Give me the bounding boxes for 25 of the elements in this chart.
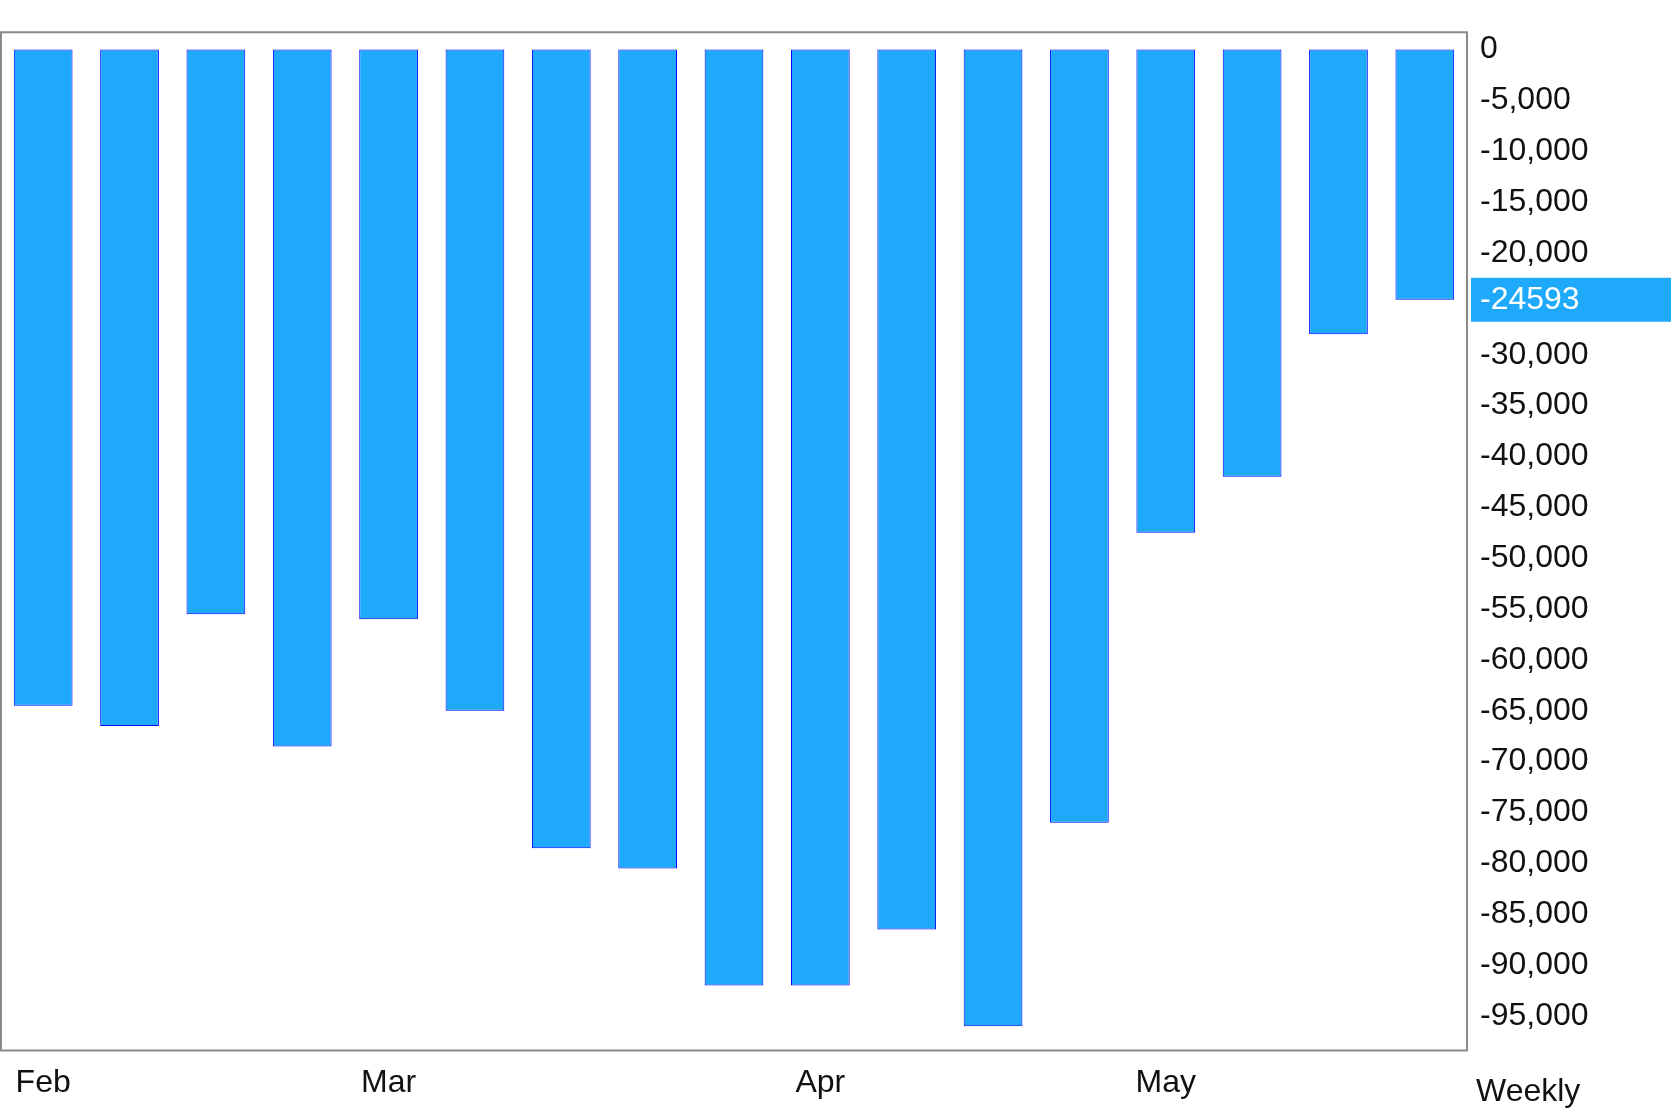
x-tick-label: May <box>1135 1062 1196 1099</box>
x-tick-label: Feb <box>15 1062 71 1099</box>
y-tick-label: -80,000 <box>1480 843 1589 880</box>
y-tick-label: -30,000 <box>1480 334 1589 371</box>
text: Weekly <box>1476 1071 1581 1108</box>
y-tick-label: -75,000 <box>1480 792 1589 829</box>
x-tick-label: Apr <box>795 1062 846 1099</box>
y-tick-label: -5,000 <box>1480 80 1571 117</box>
x-tick-label: Mar <box>361 1062 417 1099</box>
y-tick-label: -20,000 <box>1480 232 1589 269</box>
y-tick-label: -70,000 <box>1480 741 1589 778</box>
y-tick-label: -60,000 <box>1480 639 1589 676</box>
y-tick-label: -50,000 <box>1480 538 1589 575</box>
y-tick-label: -55,000 <box>1480 588 1589 625</box>
y-tick-label: -35,000 <box>1480 385 1589 422</box>
y-tick-label: -40,000 <box>1480 436 1589 473</box>
y-tick-label: -10,000 <box>1480 131 1589 168</box>
y-tick-label: -15,000 <box>1480 181 1589 218</box>
y-tick-label: -90,000 <box>1480 944 1589 981</box>
y-tick-label: -65,000 <box>1480 690 1589 727</box>
y-tick-label: 0 <box>1480 29 1498 66</box>
y-tick-label: -85,000 <box>1480 894 1589 931</box>
y-tick-label: -24593 <box>1480 279 1580 316</box>
y-tick-label: -45,000 <box>1480 487 1589 524</box>
y-tick-label: -95,000 <box>1480 995 1589 1032</box>
